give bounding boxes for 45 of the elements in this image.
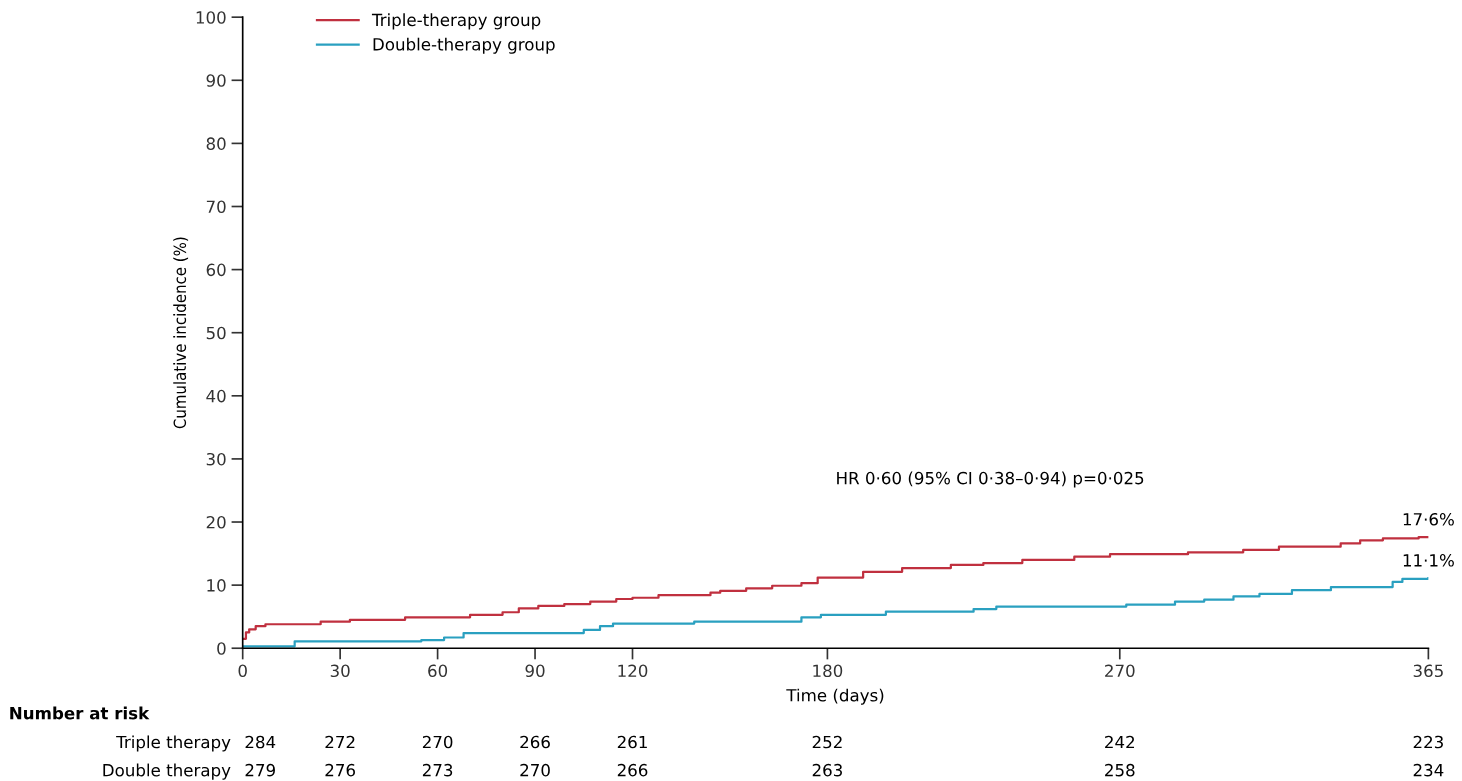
text: 252 bbox=[812, 735, 842, 749]
y-tick-label: 10 bbox=[207, 579, 226, 592]
legend-label: Double-therapy group bbox=[373, 37, 555, 54]
text: 223 bbox=[1413, 735, 1443, 749]
text: 263 bbox=[812, 763, 842, 777]
annotation: 17·6% bbox=[1403, 513, 1454, 526]
text: 279 bbox=[245, 763, 275, 777]
x-tick-label: 30 bbox=[330, 664, 350, 678]
annotation: 11·1% bbox=[1403, 554, 1454, 567]
x-tick-label: 270 bbox=[1105, 664, 1135, 678]
y-tick-label: 0 bbox=[217, 642, 226, 655]
text: 276 bbox=[325, 763, 355, 777]
text: 270 bbox=[520, 763, 550, 777]
y-tick-label: 40 bbox=[206, 389, 226, 403]
y-tick-label: 50 bbox=[206, 326, 226, 340]
y-tick-label: 20 bbox=[206, 515, 226, 529]
text: 242 bbox=[1105, 735, 1135, 749]
x-tick-label: 365 bbox=[1413, 664, 1443, 678]
y-tick-label: 90 bbox=[206, 74, 226, 87]
y-tick-label: 70 bbox=[206, 200, 226, 214]
x-tick-label: 120 bbox=[618, 664, 648, 678]
x-tick-label: 180 bbox=[813, 664, 843, 678]
text: 261 bbox=[617, 735, 647, 749]
text: 272 bbox=[325, 735, 355, 749]
y-axis-title: Cumulative incidence (%) bbox=[173, 237, 189, 429]
text: Triple therapy bbox=[116, 735, 231, 752]
x-tick-label: 90 bbox=[525, 664, 545, 678]
text: 270 bbox=[422, 735, 453, 749]
text: Double therapy bbox=[103, 763, 231, 780]
text: 266 bbox=[617, 763, 648, 777]
y-tick-label: 30 bbox=[206, 452, 226, 466]
legend-label: Triple-therapy group bbox=[371, 13, 541, 30]
text: Number at risk bbox=[10, 706, 150, 720]
x-tick-label: 0 bbox=[238, 664, 247, 678]
text: 266 bbox=[520, 735, 550, 749]
text: 234 bbox=[1413, 763, 1444, 777]
text: 258 bbox=[1105, 763, 1135, 777]
y-tick-label: 60 bbox=[206, 263, 226, 277]
annotation: HR 0·60 (95% CI 0·38–0·94) p=0·025 bbox=[837, 471, 1144, 488]
x-tick-label: 60 bbox=[428, 664, 448, 678]
x-axis-title: Time (days) bbox=[786, 688, 884, 705]
text: 273 bbox=[422, 763, 453, 777]
y-tick-label: 80 bbox=[206, 137, 226, 150]
text: 284 bbox=[245, 735, 276, 749]
y-tick-label: 100 bbox=[196, 11, 226, 24]
